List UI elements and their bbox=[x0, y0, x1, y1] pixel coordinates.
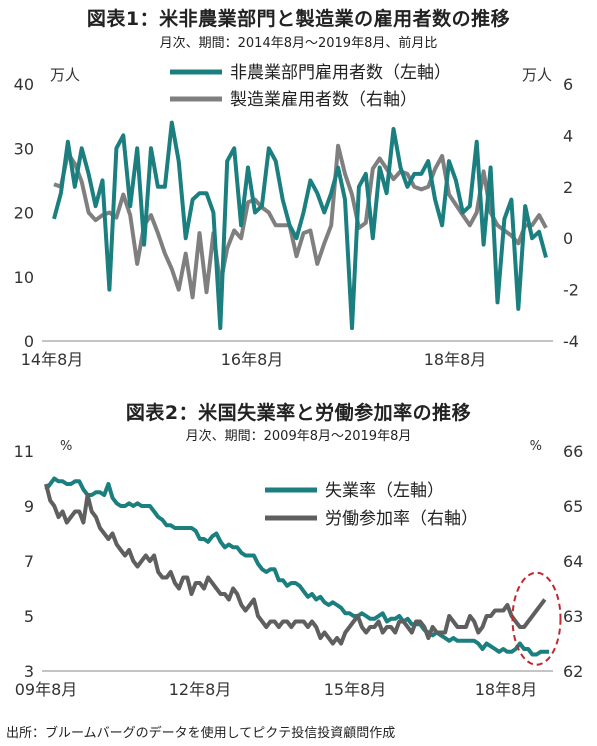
chart2-legend-label: 労働参加率（右軸） bbox=[325, 509, 478, 529]
chart2-right-tick-label: 63 bbox=[563, 607, 583, 626]
chart1-right-tick-label: -2 bbox=[563, 281, 579, 300]
chart2-left-tick-label: 3 bbox=[24, 662, 34, 681]
chart2-left-unit: % bbox=[60, 439, 72, 454]
chart2-left-tick-label: 9 bbox=[24, 497, 34, 516]
chart1-left-tick-label: 40 bbox=[14, 75, 34, 94]
chart2-right-tick-label: 62 bbox=[563, 662, 583, 681]
chart1-x-tick-label: 14年8月 bbox=[21, 350, 84, 369]
highlight-ellipse bbox=[511, 571, 562, 666]
chart2-left-tick-label: 7 bbox=[24, 552, 34, 571]
chart1-legend-label: 非農業部門雇用者数（左軸） bbox=[230, 63, 451, 83]
chart2-x-tick-label: 09年8月 bbox=[15, 680, 78, 699]
chart1-legend-label: 製造業雇用者数（右軸） bbox=[230, 90, 417, 110]
chart1-x-tick-label: 16年8月 bbox=[221, 350, 284, 369]
chart2-x-tick-label: 18年8月 bbox=[475, 680, 538, 699]
chart1-right-tick-label: 0 bbox=[563, 229, 573, 248]
chart1-title: 図表1：米非農業部門と製造業の雇用者数の推移 bbox=[86, 8, 511, 30]
chart1-left-unit: 万人 bbox=[50, 66, 80, 84]
chart2-left-tick-label: 5 bbox=[24, 607, 34, 626]
chart2-left-tick-label: 11 bbox=[14, 442, 34, 461]
chart2-right-unit: % bbox=[530, 439, 542, 454]
chart1-left-tick-label: 20 bbox=[14, 204, 34, 223]
chart1-series-line-2 bbox=[53, 143, 548, 300]
chart1-right-tick-label: 4 bbox=[563, 126, 573, 145]
chart2-series-line-1 bbox=[44, 476, 549, 657]
source-note: 出所：ブルームバーグのデータを使用してピクテ投信投資顧問作成 bbox=[6, 726, 396, 741]
chart2-right-tick-label: 64 bbox=[563, 552, 583, 571]
chart1-series-line-1 bbox=[52, 120, 548, 331]
chart1-left-tick-label: 30 bbox=[14, 139, 34, 158]
chart2-series-line-2 bbox=[44, 483, 547, 646]
chart2-subtitle: 月次、期間：2009年8月～2019年8月 bbox=[185, 429, 412, 444]
chart1-right-tick-label: 2 bbox=[563, 178, 573, 197]
chart1-right-tick-label: -4 bbox=[563, 332, 579, 351]
chart2-right-tick-label: 66 bbox=[563, 442, 583, 461]
chart2-right-tick-label: 65 bbox=[563, 497, 583, 516]
chart1-right-tick-label: 6 bbox=[563, 75, 573, 94]
chart2-title: 図表2：米国失業率と労働参加率の推移 bbox=[125, 402, 472, 424]
chart1-left-tick-label: 0 bbox=[24, 332, 34, 351]
chart1-right-unit: 万人 bbox=[522, 66, 552, 84]
chart1-subtitle: 月次、期間：2014年8月～2019年8月、前月比 bbox=[159, 36, 438, 51]
chart2-x-tick-label: 15年8月 bbox=[324, 680, 387, 699]
chart1-x-tick-label: 18年8月 bbox=[424, 350, 487, 369]
chart2-x-tick-label: 12年8月 bbox=[169, 680, 232, 699]
chart1-left-tick-label: 10 bbox=[14, 268, 34, 287]
chart2-legend-label: 失業率（左軸） bbox=[325, 481, 444, 501]
